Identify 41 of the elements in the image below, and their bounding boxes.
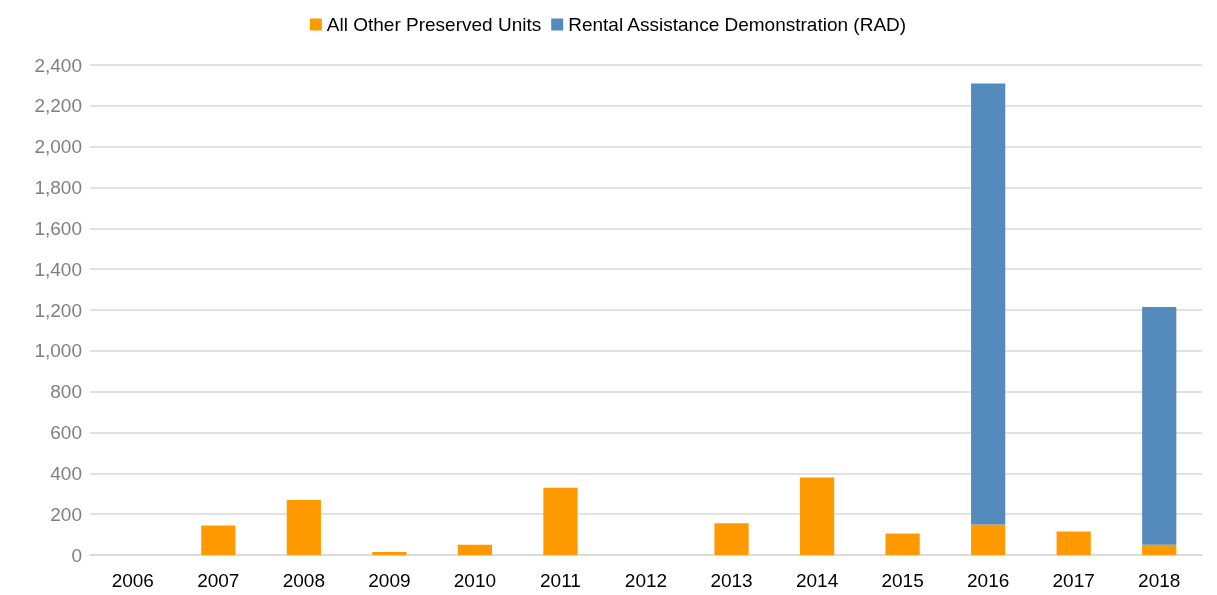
bar — [1142, 544, 1177, 555]
y-tick-label: 2,200 — [34, 95, 82, 117]
y-tick-label: 1,200 — [34, 299, 82, 321]
x-tick-label: 2017 — [1052, 570, 1095, 591]
x-tick-label: 2018 — [1138, 570, 1181, 591]
x-tick-label: 2011 — [540, 570, 581, 591]
y-tick-label: 0 — [71, 544, 82, 566]
y-tick-label: 1,000 — [34, 340, 82, 362]
y-tick-label: 1,800 — [34, 177, 82, 198]
y-tick-label: 800 — [50, 381, 82, 403]
x-tick-label: 2010 — [453, 570, 497, 591]
x-tick-label: 2009 — [368, 570, 411, 591]
x-tick-label: 2015 — [881, 570, 924, 591]
y-tick-label: 2,400 — [34, 54, 82, 76]
bar — [201, 525, 236, 555]
legend-label: Rental Assistance Demonstration (RAD) — [568, 14, 907, 35]
x-tick-label: 2008 — [282, 570, 325, 591]
x-tick-label: 2012 — [624, 570, 668, 591]
x-tick-label: 2013 — [710, 570, 753, 591]
bar — [971, 524, 1006, 555]
y-tick-label: 1,600 — [34, 217, 82, 239]
bar — [714, 523, 749, 555]
bar — [1056, 531, 1091, 555]
x-tick-label: 2016 — [967, 570, 1010, 591]
y-tick-label: 1,400 — [34, 258, 82, 280]
bar — [543, 487, 578, 555]
bar — [799, 477, 835, 555]
legend-label: All Other Preserved Units — [326, 14, 542, 35]
bar — [457, 544, 493, 555]
x-tick-label: 2006 — [111, 570, 154, 591]
x-tick-label: 2014 — [795, 570, 839, 591]
y-tick-label: 2,000 — [34, 136, 82, 158]
bar — [971, 83, 1006, 525]
y-tick-label: 400 — [50, 462, 82, 484]
y-tick-label: 200 — [50, 503, 82, 525]
bar — [286, 499, 321, 555]
y-tick-label: 600 — [50, 422, 82, 443]
bar — [372, 551, 407, 555]
bar — [885, 533, 920, 555]
bar — [1142, 306, 1177, 545]
x-tick-label: 2007 — [197, 570, 240, 591]
